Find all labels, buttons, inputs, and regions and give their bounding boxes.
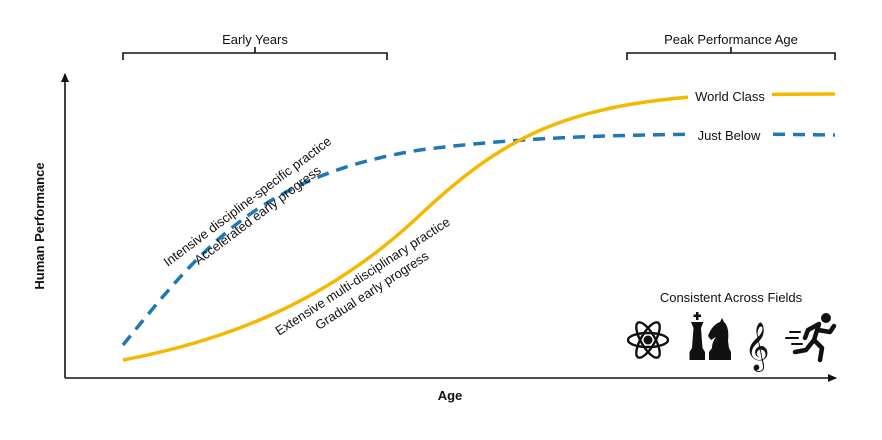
just-below-label: Just Below — [698, 128, 761, 143]
specific-practice-line1: Intensive discipline-specific practice — [161, 133, 334, 269]
specific-practice-annotation: Intensive discipline-specific practice A… — [161, 133, 334, 269]
peak-age-label: Peak Performance Age — [664, 32, 798, 47]
chess-pieces-icon — [689, 312, 731, 360]
fields-title: Consistent Across Fields — [660, 290, 803, 305]
early-years-label: Early Years — [222, 32, 288, 47]
peak-age-bracket: Peak Performance Age — [626, 32, 836, 60]
specific-practice-line2: Accelerated early progress — [191, 162, 324, 267]
world-class-label-bg — [688, 87, 772, 106]
atom-icon — [626, 321, 670, 359]
world-class-label: World Class — [695, 89, 765, 104]
svg-text:𝄞: 𝄞 — [745, 321, 770, 372]
runner-icon — [785, 313, 837, 363]
y-axis-label: Human Performance — [32, 162, 47, 289]
just-below-curve — [121, 132, 836, 347]
x-axis-label: Age — [438, 388, 463, 403]
just-below-label-bg — [692, 126, 766, 145]
treble-clef-icon: 𝄞 — [745, 321, 770, 372]
multi-practice-line1: Extensive multi-disciplinary practice — [272, 214, 452, 338]
multi-practice-annotation: Extensive multi-disciplinary practice Gr… — [272, 214, 452, 338]
early-years-bracket: Early Years — [122, 32, 388, 60]
